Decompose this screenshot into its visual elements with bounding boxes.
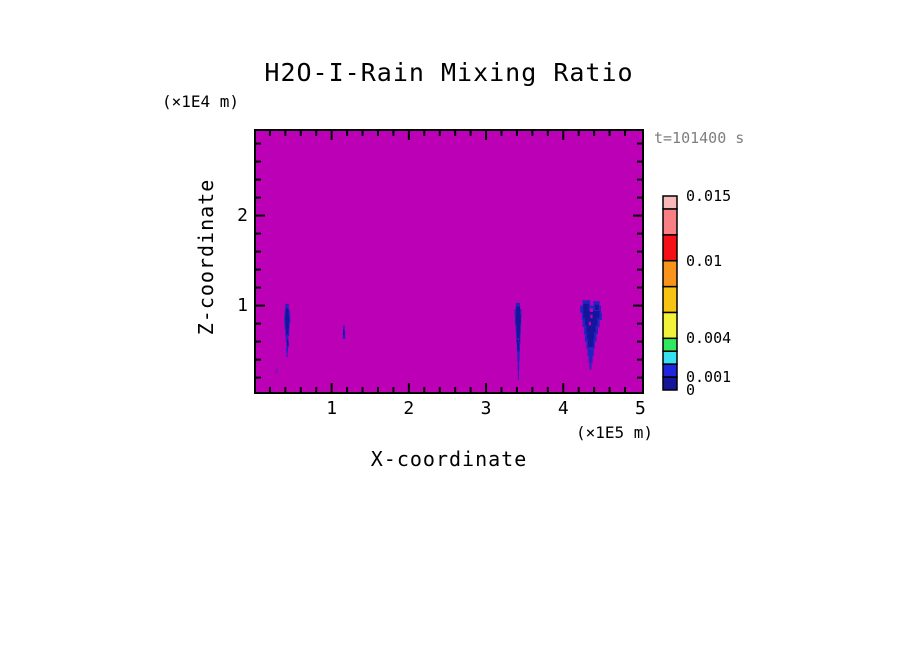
colorbar-swatch bbox=[662, 350, 678, 365]
rain-cell-3 bbox=[515, 302, 520, 310]
rain-cell-3-core bbox=[516, 306, 521, 315]
colorbar-value-label: 0.004 bbox=[686, 329, 732, 348]
rain-cell-4-core bbox=[587, 332, 595, 340]
rain-cell-4-core bbox=[584, 318, 598, 326]
rain-cell-3-core bbox=[515, 314, 521, 324]
colorbar-swatches bbox=[662, 195, 678, 391]
rain-cell-1 bbox=[286, 347, 288, 352]
colorbar-swatch bbox=[662, 195, 678, 210]
rain-cell-3-core bbox=[517, 341, 520, 351]
rain-cell-4 bbox=[587, 348, 594, 356]
rain-cell-4 bbox=[593, 301, 600, 307]
rain-cell-1-core bbox=[285, 308, 289, 315]
rain-cell-1-core bbox=[286, 339, 289, 347]
colorbar-swatch bbox=[662, 208, 678, 236]
colorbar-value-label: 0.001 bbox=[686, 368, 732, 387]
colorbar-swatch bbox=[662, 376, 678, 391]
rain-cell-4-holes bbox=[589, 308, 593, 312]
x-tick-label: 1 bbox=[326, 398, 338, 419]
chart-title: H2O-I-Rain Mixing Ratio bbox=[264, 58, 634, 87]
colorbar-swatch bbox=[662, 259, 678, 288]
y-tick-label: 1 bbox=[237, 294, 248, 316]
x-tick-label: 5 bbox=[635, 398, 646, 419]
x-tick-label: 3 bbox=[480, 398, 492, 419]
colorbar-value-label: 0 bbox=[686, 381, 696, 399]
rain-cell-4 bbox=[582, 300, 591, 306]
rain-cell-4-core bbox=[588, 339, 594, 347]
rain-cell-4-holes bbox=[517, 338, 519, 340]
rain-cell-1 bbox=[285, 336, 289, 342]
rain-cell-2 bbox=[343, 325, 345, 332]
rain-cell-1 bbox=[286, 351, 288, 357]
rain-cell-3-core bbox=[516, 332, 520, 342]
rain-cell-1-core bbox=[285, 321, 289, 329]
rain-cell-4-core bbox=[583, 303, 589, 311]
rain-cell-1-core bbox=[285, 314, 290, 322]
time-annotation: t=101400 s bbox=[654, 129, 745, 147]
rain-cell-1 bbox=[285, 303, 289, 311]
colorbar-swatch bbox=[662, 285, 678, 314]
rain-cell-3 bbox=[517, 370, 519, 381]
colorbar-swatch bbox=[662, 363, 678, 378]
colorbar-value-label: 0.015 bbox=[686, 187, 732, 205]
rain-cell-4 bbox=[589, 363, 592, 370]
rain-cell-4 bbox=[588, 356, 593, 364]
colorbar-swatch bbox=[662, 234, 678, 262]
rain-cell-3 bbox=[517, 361, 520, 371]
rain-cell-3 bbox=[517, 352, 520, 362]
colorbar-value-label: 0.01 bbox=[686, 251, 723, 270]
rain-cell-4-core bbox=[586, 325, 596, 333]
rain-cell-1-core bbox=[286, 328, 289, 335]
rain-cell-3-core bbox=[516, 323, 521, 333]
rain-cell-4-core bbox=[594, 304, 599, 311]
plot-area bbox=[254, 129, 644, 394]
faint-cell bbox=[275, 367, 278, 374]
y-axis-unit-label: (×1E4 m) bbox=[162, 92, 240, 111]
x-axis-title: X-coordinate bbox=[370, 447, 528, 471]
x-tick-label: 2 bbox=[403, 398, 415, 419]
colorbar-swatch bbox=[662, 311, 678, 340]
y-tick-label: 2 bbox=[237, 204, 248, 226]
rain-cell-2-core bbox=[343, 329, 345, 336]
rain-cell-4-holes bbox=[588, 321, 591, 326]
heatmap-canvas bbox=[256, 131, 642, 392]
field-background bbox=[256, 131, 642, 392]
y-axis-title: Z-coordinate bbox=[194, 178, 218, 336]
x-tick-label: 4 bbox=[557, 398, 569, 419]
rain-cell-4-holes bbox=[590, 314, 593, 319]
colorbar bbox=[662, 195, 678, 395]
x-axis-unit-label: (×1E5 m) bbox=[575, 423, 653, 442]
colorbar-swatch bbox=[662, 337, 678, 352]
